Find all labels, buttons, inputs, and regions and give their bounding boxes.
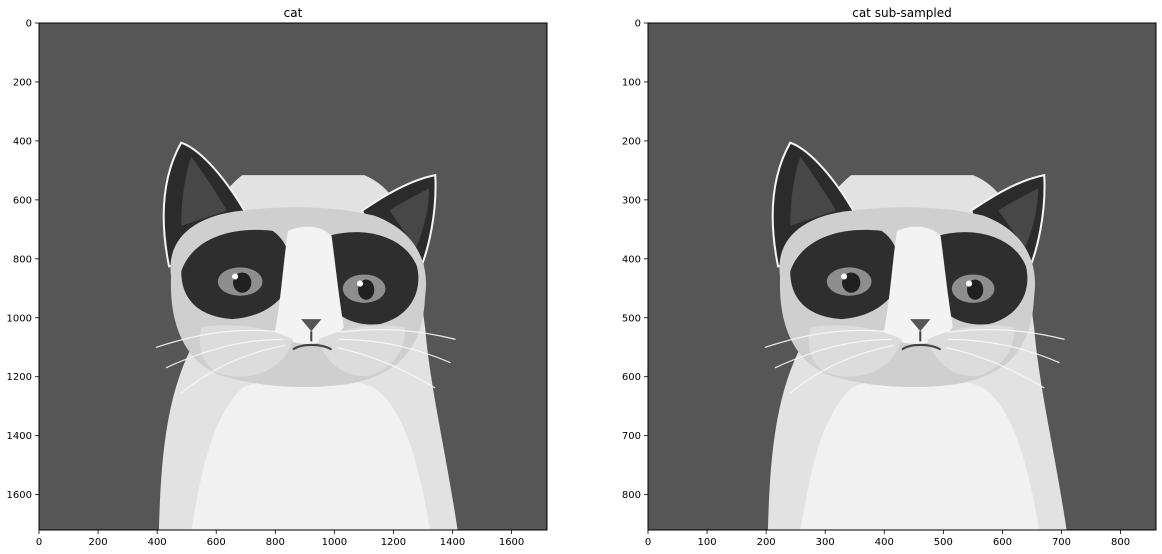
y-tick-label: 200: [13, 77, 32, 88]
x-tick-label: 800: [266, 537, 285, 548]
y-tick-label: 1200: [7, 372, 32, 383]
x-tick-label: 0: [645, 537, 651, 548]
y-tick-label: 1600: [7, 490, 32, 501]
y-tick-label: 400: [13, 136, 32, 147]
x-tick-label: 200: [757, 537, 776, 548]
y-tick-label: 200: [622, 136, 641, 147]
subplot-cat: cat 0 200 400 600 800 1000 1200 1400 1600 0 200 400…: [7, 6, 548, 548]
y-tick-label: 400: [622, 254, 641, 265]
x-tick-label: 0: [36, 537, 42, 548]
y-tick-label: 500: [622, 313, 641, 324]
y-tick-label: 100: [622, 77, 641, 88]
x-tick-label: 700: [1052, 537, 1071, 548]
axes-frame: [647, 22, 1157, 531]
y-tick-label: 800: [13, 254, 32, 265]
y-tick-label: 800: [622, 490, 641, 501]
x-tick-label: 1000: [322, 537, 347, 548]
y-tick-label: 0: [26, 19, 32, 30]
x-tick-label: 100: [698, 537, 717, 548]
y-tick-label: 700: [622, 431, 641, 442]
x-tick-label: 500: [934, 537, 953, 548]
axes-frame: [38, 22, 548, 531]
subplot-title: cat sub-sampled: [852, 6, 952, 20]
cat-image: [763, 141, 1068, 532]
y-tick-label: 0: [635, 19, 641, 30]
subplot-cat-subsampled: cat sub-sampled 0 100 200 300 400 500 600 700 80…: [622, 6, 1157, 548]
x-tick-label: 600: [207, 537, 226, 548]
x-tick-label: 200: [89, 537, 108, 548]
cat-image: [154, 141, 459, 532]
x-tick-label: 600: [993, 537, 1012, 548]
x-tick-label: 300: [816, 537, 835, 548]
y-tick-label: 600: [622, 372, 641, 383]
y-tick-label: 1000: [7, 313, 32, 324]
x-tick-label: 1400: [440, 537, 465, 548]
x-tick-label: 1200: [381, 537, 406, 548]
subplot-title: cat: [284, 6, 303, 20]
y-tick-label: 300: [622, 195, 641, 206]
x-tick-label: 400: [148, 537, 167, 548]
y-tick-label: 1400: [7, 431, 32, 442]
y-tick-label: 600: [13, 195, 32, 206]
x-tick-label: 1600: [499, 537, 524, 548]
x-tick-label: 400: [875, 537, 894, 548]
x-tick-label: 800: [1111, 537, 1130, 548]
